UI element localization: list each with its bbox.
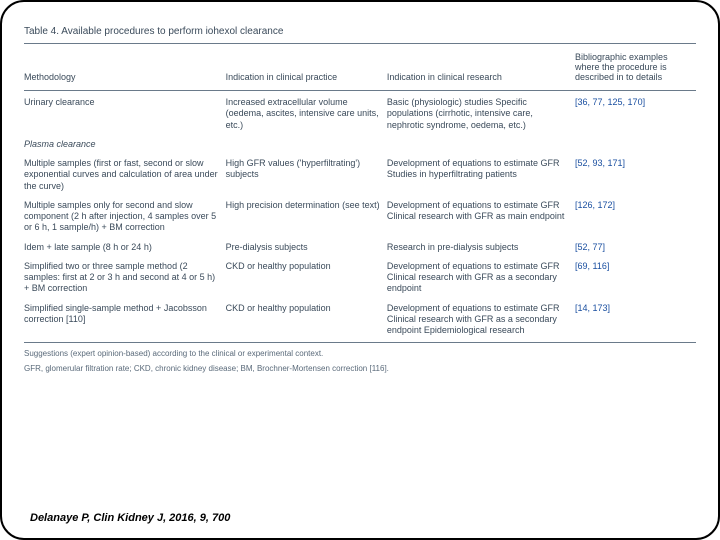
col-clinical-practice: Indication in clinical practice [226, 46, 387, 88]
col-bibliographic: Bibliographic examples where the procedu… [575, 46, 696, 88]
cell-refs: [36, 77, 125, 170] [575, 93, 696, 135]
cell-research: Development of equations to estimate GFR… [387, 154, 575, 196]
table-header-row: Methodology Indication in clinical pract… [24, 46, 696, 88]
cell-practice: High precision determination (see text) [226, 196, 387, 238]
cell-methodology: Simplified two or three sample method (2… [24, 257, 226, 299]
cell-practice: High GFR values ('hyperfiltrating') subj… [226, 154, 387, 196]
cell-refs: [52, 77] [575, 238, 696, 257]
cell-refs: [52, 93, 171] [575, 154, 696, 196]
cell-methodology: Multiple samples (first or fast, second … [24, 154, 226, 196]
rule-bottom [24, 342, 696, 343]
procedures-table: Methodology Indication in clinical pract… [24, 46, 696, 345]
table-row: Multiple samples (first or fast, second … [24, 154, 696, 196]
table-row: Simplified two or three sample method (2… [24, 257, 696, 299]
cell-methodology: Multiple samples only for second and slo… [24, 196, 226, 238]
table-row: Plasma clearance [24, 135, 696, 154]
slide-citation: Delanaye P, Clin Kidney J, 2016, 9, 700 [30, 512, 230, 524]
col-clinical-research: Indication in clinical research [387, 46, 575, 88]
cell-practice: Pre-dialysis subjects [226, 238, 387, 257]
cell-refs: [126, 172] [575, 196, 696, 238]
cell-methodology: Simplified single-sample method + Jacobs… [24, 299, 226, 341]
cell-methodology: Idem + late sample (8 h or 24 h) [24, 238, 226, 257]
rule-top [24, 43, 696, 44]
cell-research: Development of equations to estimate GFR… [387, 196, 575, 238]
cell-research: Development of equations to estimate GFR… [387, 257, 575, 299]
table-row: Urinary clearance Increased extracellula… [24, 93, 696, 135]
cell-refs: [69, 116] [575, 257, 696, 299]
cell-research: Basic (physiologic) studies Specific pop… [387, 93, 575, 135]
rule-header [24, 90, 696, 91]
slide-frame: Table 4. Available procedures to perform… [0, 0, 720, 540]
cell-practice: Increased extracellular volume (oedema, … [226, 93, 387, 135]
section-plasma: Plasma clearance [24, 135, 696, 154]
cell-refs: [14, 173] [575, 299, 696, 341]
cell-practice: CKD or healthy population [226, 257, 387, 299]
footnote-context: Suggestions (expert opinion-based) accor… [24, 349, 696, 359]
cell-research: Research in pre-dialysis subjects [387, 238, 575, 257]
cell-methodology: Urinary clearance [24, 93, 226, 135]
col-methodology: Methodology [24, 46, 226, 88]
table-row: Simplified single-sample method + Jacobs… [24, 299, 696, 341]
cell-research: Development of equations to estimate GFR… [387, 299, 575, 341]
cell-practice: CKD or healthy population [226, 299, 387, 341]
footnote-abbrev: GFR, glomerular filtration rate; CKD, ch… [24, 364, 696, 374]
table-row: Multiple samples only for second and slo… [24, 196, 696, 238]
table-row: Idem + late sample (8 h or 24 h) Pre-dia… [24, 238, 696, 257]
table-title: Table 4. Available procedures to perform… [24, 26, 696, 37]
